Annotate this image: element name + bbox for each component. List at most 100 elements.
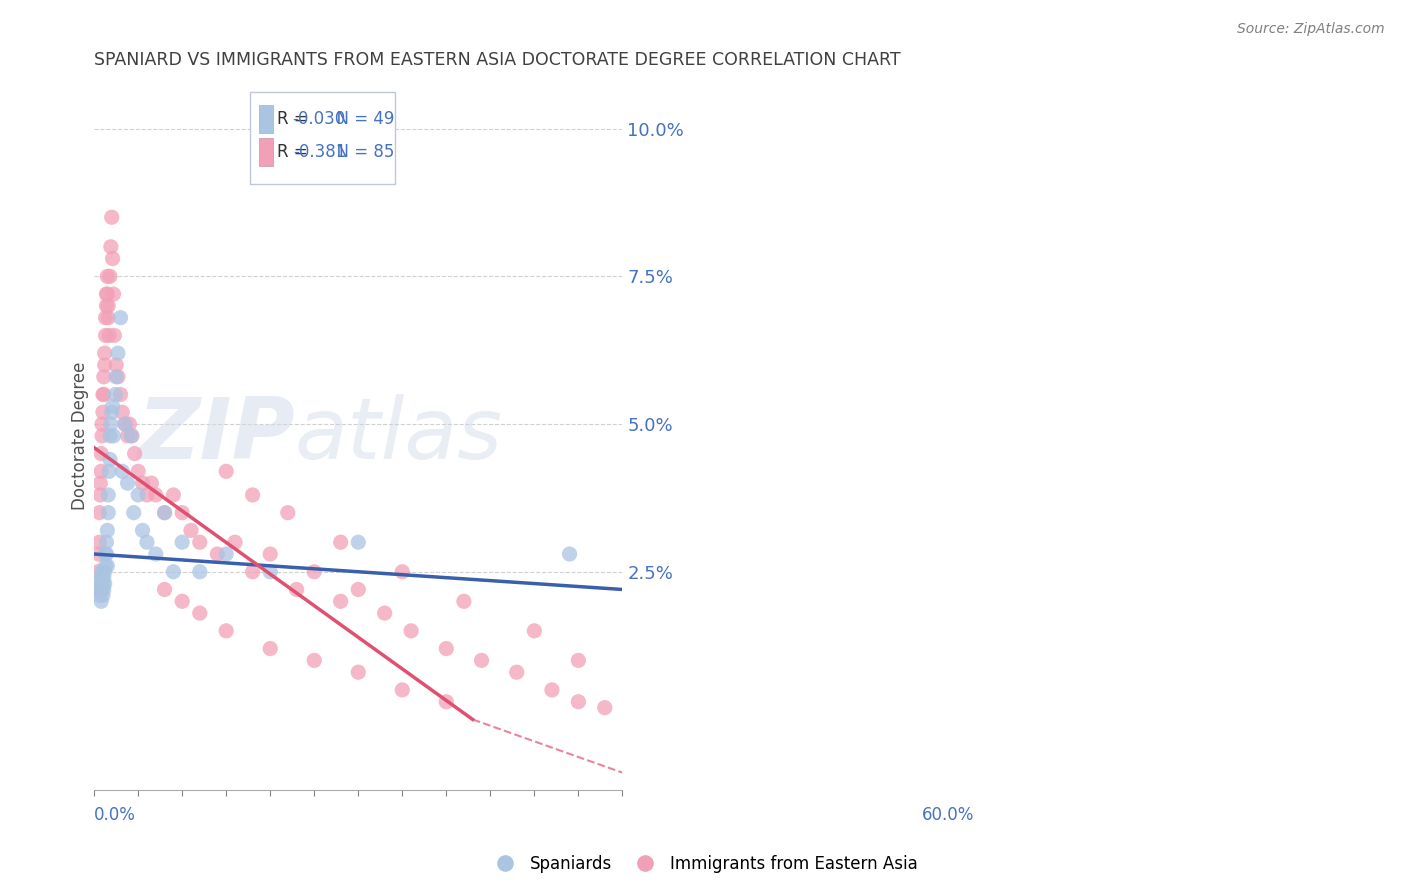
Text: 0.0%: 0.0% <box>94 806 136 824</box>
FancyBboxPatch shape <box>260 138 273 167</box>
Point <box>242 565 264 579</box>
Point <box>259 641 281 656</box>
Point <box>91 576 114 591</box>
Point <box>162 565 184 579</box>
Point <box>107 346 129 360</box>
Point <box>145 488 167 502</box>
Text: N = 49: N = 49 <box>326 110 395 128</box>
Point <box>523 624 546 638</box>
Point <box>91 405 114 419</box>
Point <box>111 405 134 419</box>
Point <box>87 582 110 597</box>
Point <box>96 287 118 301</box>
Point <box>145 547 167 561</box>
Point <box>97 310 120 325</box>
Point <box>91 582 114 597</box>
Text: SPANIARD VS IMMIGRANTS FROM EASTERN ASIA DOCTORATE DEGREE CORRELATION CHART: SPANIARD VS IMMIGRANTS FROM EASTERN ASIA… <box>94 51 901 69</box>
Point <box>93 369 115 384</box>
Point <box>90 464 112 478</box>
Point <box>153 506 176 520</box>
Point <box>100 240 122 254</box>
Point <box>100 417 122 431</box>
Point <box>86 565 108 579</box>
Point <box>215 464 238 478</box>
Point <box>567 653 589 667</box>
Point <box>93 346 115 360</box>
Point <box>96 558 118 573</box>
Point <box>91 588 114 602</box>
Point <box>593 700 616 714</box>
Point <box>118 417 141 431</box>
Point <box>127 488 149 502</box>
Point <box>302 565 325 579</box>
Point <box>98 464 121 478</box>
Point <box>94 328 117 343</box>
Point <box>94 558 117 573</box>
Point <box>122 506 145 520</box>
Point <box>94 310 117 325</box>
Point <box>121 429 143 443</box>
Text: 60.0%: 60.0% <box>922 806 974 824</box>
Point <box>93 565 115 579</box>
Point <box>558 547 581 561</box>
Point <box>259 547 281 561</box>
Point <box>188 535 211 549</box>
Point <box>259 565 281 579</box>
Point <box>103 328 125 343</box>
Point <box>101 400 124 414</box>
Point <box>153 582 176 597</box>
Point <box>86 576 108 591</box>
Point <box>541 682 564 697</box>
Point <box>131 476 153 491</box>
Text: Source: ZipAtlas.com: Source: ZipAtlas.com <box>1237 22 1385 37</box>
Point <box>103 287 125 301</box>
Point <box>470 653 492 667</box>
Point <box>117 476 139 491</box>
Point <box>93 576 115 591</box>
Point <box>136 535 159 549</box>
Point <box>434 695 457 709</box>
Point <box>89 476 111 491</box>
Point <box>97 506 120 520</box>
Point <box>89 588 111 602</box>
Point <box>374 606 396 620</box>
Point <box>153 506 176 520</box>
Point <box>172 506 194 520</box>
Text: -0.030: -0.030 <box>292 110 346 128</box>
Point <box>207 547 229 561</box>
Point <box>91 387 114 401</box>
Point <box>114 417 136 431</box>
Point <box>117 429 139 443</box>
Point <box>136 488 159 502</box>
Point <box>91 429 114 443</box>
Point <box>98 452 121 467</box>
Point <box>162 488 184 502</box>
Point <box>101 252 124 266</box>
Point <box>105 369 128 384</box>
Point <box>329 594 352 608</box>
Point <box>93 387 115 401</box>
Point <box>391 682 413 697</box>
Point <box>224 535 246 549</box>
Point <box>96 287 118 301</box>
Point <box>93 582 115 597</box>
Point <box>91 417 114 431</box>
Point <box>98 328 121 343</box>
Point <box>89 571 111 585</box>
Point <box>96 524 118 538</box>
Point <box>103 429 125 443</box>
Point <box>434 641 457 656</box>
Point <box>172 594 194 608</box>
Point <box>111 464 134 478</box>
Point <box>242 488 264 502</box>
Point <box>110 310 132 325</box>
Point <box>347 665 370 680</box>
Point <box>86 582 108 597</box>
Point <box>131 524 153 538</box>
FancyBboxPatch shape <box>260 104 273 133</box>
Point <box>277 506 299 520</box>
Point <box>98 269 121 284</box>
Point <box>391 565 413 579</box>
Point <box>98 429 121 443</box>
Point <box>110 387 132 401</box>
